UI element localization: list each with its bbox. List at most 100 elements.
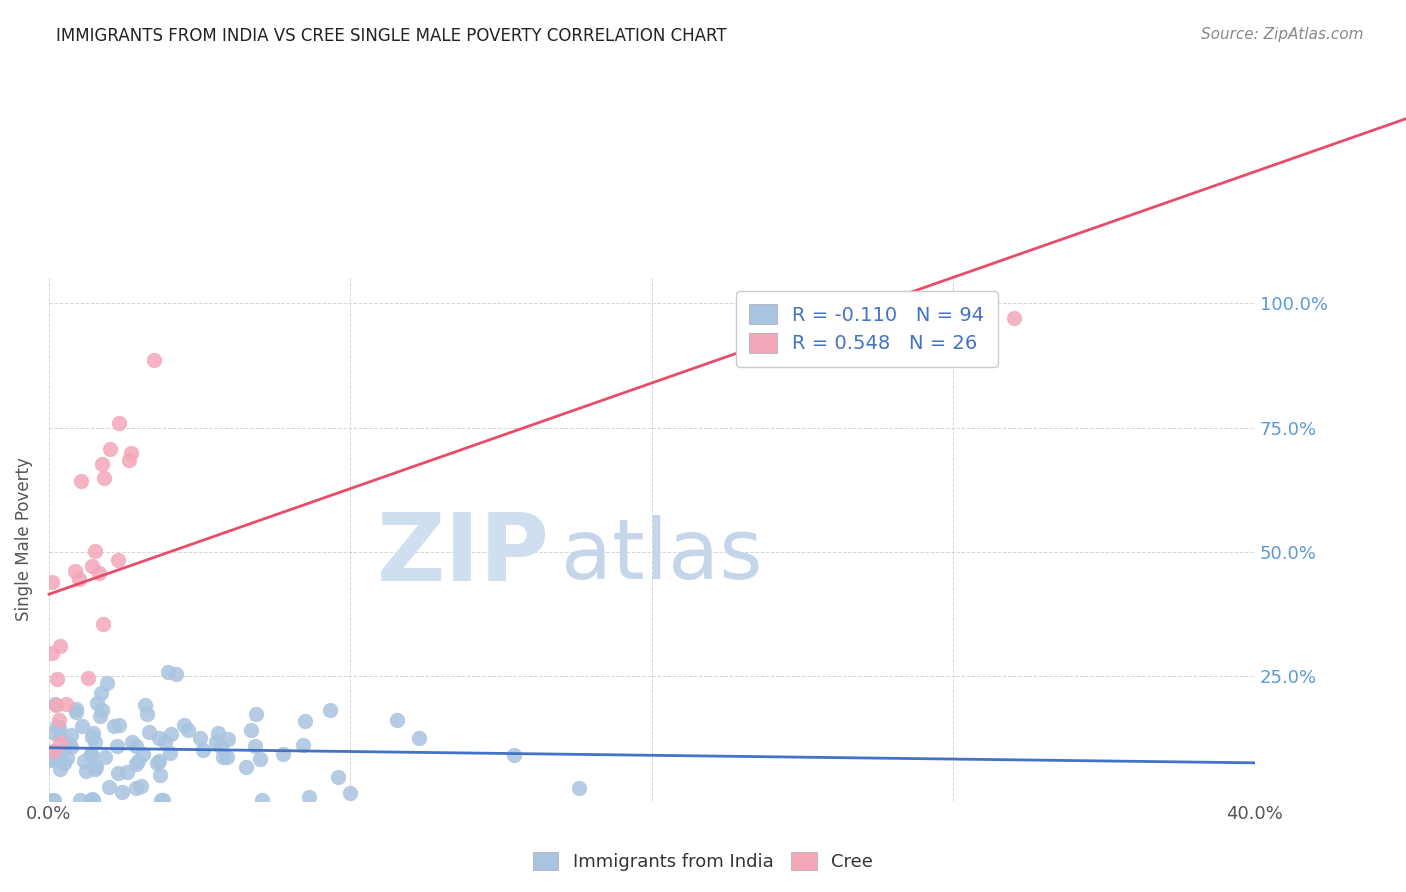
Point [42, 744, 65, 758]
Point [159, 746, 181, 760]
Point [67, 572, 90, 586]
Point [79, 793, 101, 807]
Point [41, 574, 63, 589]
Point [86, 696, 108, 710]
Point [125, 780, 148, 795]
Point [44, 793, 66, 807]
Point [89, 566, 111, 581]
Point [49, 736, 72, 750]
Point [49, 728, 72, 742]
Point [90, 686, 112, 700]
Point [44, 697, 66, 711]
Point [143, 353, 166, 368]
Point [55, 698, 77, 712]
Point [52, 756, 75, 770]
Point [145, 756, 167, 770]
Point [207, 726, 229, 740]
Point [105, 739, 128, 753]
Point [326, 770, 349, 784]
Point [132, 747, 155, 762]
Point [177, 723, 200, 737]
Point [86, 760, 108, 774]
Point [148, 755, 170, 769]
Point [84, 735, 107, 749]
Point [82, 793, 104, 807]
Point [65, 705, 87, 719]
Legend: Immigrants from India, Cree: Immigrants from India, Cree [526, 845, 880, 879]
Point [124, 739, 146, 754]
Point [165, 667, 187, 681]
Point [138, 724, 160, 739]
Point [59, 728, 82, 742]
Point [82, 791, 104, 805]
Point [70, 474, 93, 488]
Point [160, 727, 183, 741]
Point [294, 714, 316, 728]
Point [150, 793, 173, 807]
Point [46, 719, 69, 733]
Point [173, 718, 195, 732]
Point [69, 793, 91, 807]
Point [211, 749, 233, 764]
Point [96, 676, 118, 690]
Point [568, 780, 591, 795]
Point [235, 759, 257, 773]
Point [76, 671, 98, 685]
Point [245, 706, 267, 721]
Point [56, 750, 79, 764]
Point [42, 726, 65, 740]
Point [120, 446, 142, 460]
Y-axis label: Single Male Poverty: Single Male Poverty [15, 458, 32, 622]
Point [121, 735, 143, 749]
Point [149, 767, 172, 781]
Point [108, 416, 131, 430]
Point [75, 764, 97, 779]
Point [42, 744, 65, 758]
Point [249, 752, 271, 766]
Point [239, 723, 262, 737]
Point [107, 766, 129, 780]
Point [91, 617, 114, 632]
Point [80, 747, 103, 761]
Point [80, 558, 103, 573]
Point [58, 737, 80, 751]
Point [82, 731, 104, 745]
Point [49, 762, 72, 776]
Point [125, 757, 148, 772]
Point [217, 732, 239, 747]
Point [339, 786, 361, 800]
Point [103, 719, 125, 733]
Point [215, 750, 238, 764]
Point [48, 721, 70, 735]
Text: ZIP: ZIP [377, 509, 550, 601]
Point [1002, 311, 1025, 326]
Point [108, 718, 131, 732]
Point [83, 762, 105, 776]
Point [80, 747, 103, 762]
Text: atlas: atlas [561, 515, 763, 596]
Point [245, 739, 267, 753]
Point [41, 752, 63, 766]
Point [319, 703, 342, 717]
Point [250, 793, 273, 807]
Point [385, 713, 408, 727]
Point [45, 673, 67, 687]
Point [188, 731, 211, 746]
Point [65, 564, 87, 578]
Point [129, 779, 152, 793]
Point [72, 719, 94, 733]
Point [148, 731, 170, 746]
Point [127, 754, 149, 768]
Point [291, 739, 314, 753]
Point [115, 764, 138, 779]
Point [111, 785, 134, 799]
Point [82, 726, 104, 740]
Point [209, 739, 232, 754]
Point [65, 702, 87, 716]
Point [98, 442, 121, 456]
Point [41, 793, 63, 807]
Point [41, 646, 63, 660]
Point [94, 749, 117, 764]
Text: IMMIGRANTS FROM INDIA VS CREE SINGLE MALE POVERTY CORRELATION CHART: IMMIGRANTS FROM INDIA VS CREE SINGLE MAL… [56, 27, 727, 45]
Point [502, 747, 524, 762]
